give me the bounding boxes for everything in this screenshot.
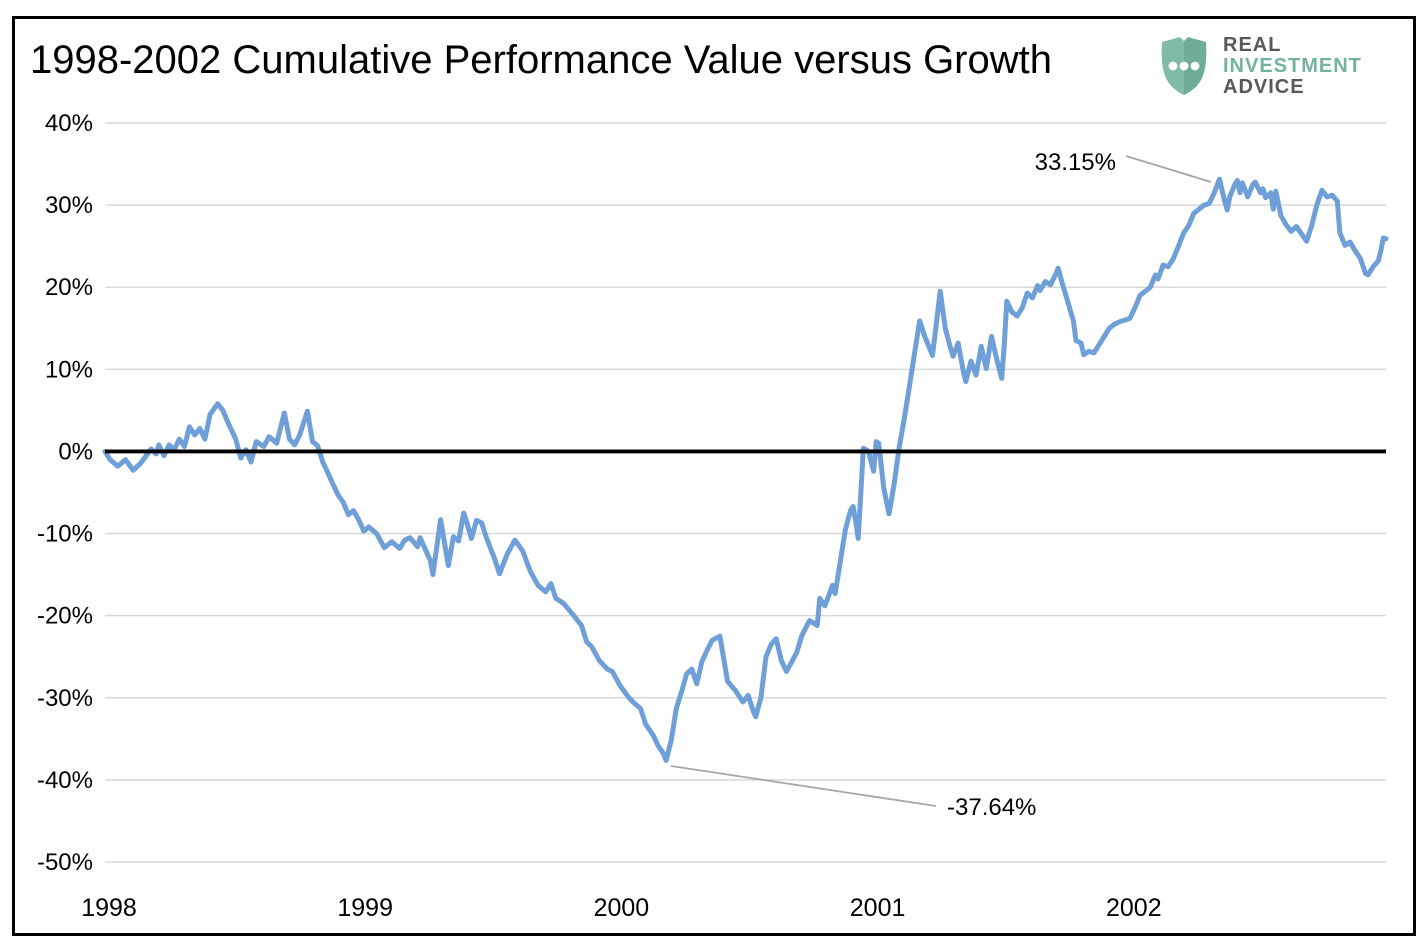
y-axis-label: -50%: [37, 849, 93, 876]
page-title: 1998-2002 Cumulative Performance Value v…: [30, 38, 1052, 82]
ria-logo-text: REAL INVESTMENT ADVICE: [1223, 35, 1362, 98]
y-axis-label: -20%: [37, 603, 93, 630]
y-axis-label: 10%: [45, 356, 93, 383]
x-axis-label: 1998: [81, 894, 137, 922]
annotation-label: 33.15%: [1035, 149, 1116, 176]
ria-logo: REAL INVESTMENT ADVICE: [1156, 33, 1362, 98]
annotation-leader-line: [1125, 155, 1212, 183]
logo-word-real: REAL: [1223, 34, 1282, 56]
y-axis-label: 30%: [45, 192, 93, 219]
annotation-label: -37.64%: [947, 794, 1036, 821]
y-axis-label: -10%: [37, 521, 93, 548]
y-axis-label: 20%: [45, 274, 93, 301]
x-axis-label: 2002: [1106, 894, 1162, 922]
x-axis-label: 2001: [850, 894, 906, 922]
chart-frame: [12, 16, 1416, 936]
y-axis-label: 0%: [58, 438, 93, 465]
logo-word-investment: INVESTMENT: [1223, 55, 1362, 77]
ria-shield-icon: [1161, 37, 1207, 95]
logo-word-advice: ADVICE: [1223, 76, 1305, 98]
x-axis-label: 1999: [337, 894, 393, 922]
series-line: [102, 176, 1389, 763]
annotation-leader-line: [670, 765, 937, 807]
y-axis-label: 40%: [45, 110, 93, 137]
x-axis-label: 2000: [594, 894, 650, 922]
y-axis-label: -40%: [37, 767, 93, 794]
y-axis-label: -30%: [37, 685, 93, 712]
